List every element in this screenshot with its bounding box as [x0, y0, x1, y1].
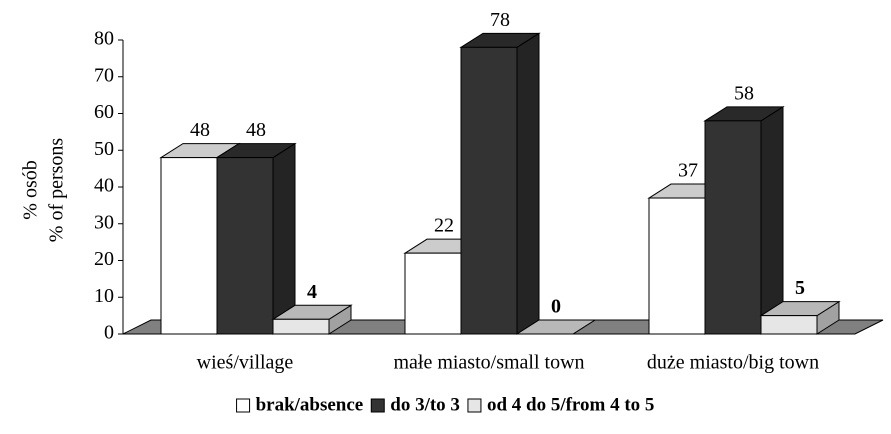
x-tick-label: duże miasto/big town	[647, 352, 819, 374]
bar-front	[216, 157, 274, 335]
y-axis-title-line: % of persons	[46, 138, 68, 243]
legend-label: od 4 do 5/from 4 to 5	[487, 394, 654, 415]
y-tick-label: 70	[94, 64, 114, 86]
data-label: 58	[734, 82, 754, 104]
x-tick-label: małe miasto/small town	[393, 352, 584, 374]
data-label: 5	[795, 277, 805, 299]
bar-front	[460, 46, 518, 335]
bar-front	[160, 157, 218, 335]
bar	[459, 32, 541, 335]
bar-side	[516, 32, 540, 335]
y-tick-label: 0	[104, 322, 114, 344]
bar	[271, 304, 353, 335]
legend-swatch	[236, 398, 251, 413]
y-tick-label: 80	[94, 28, 114, 50]
bar-side	[760, 105, 784, 335]
y-tick-label: 40	[94, 175, 114, 197]
bar-side	[272, 142, 296, 335]
bar	[759, 300, 841, 335]
y-tick-label: 10	[94, 285, 114, 307]
y-tick-label: 60	[94, 101, 114, 123]
x-tick-label: wieś/village	[197, 352, 294, 374]
legend-label: do 3/to 3	[390, 394, 460, 415]
y-tick-label: 50	[94, 138, 114, 160]
bar	[215, 142, 297, 335]
bar	[515, 319, 597, 335]
data-label: 48	[246, 119, 266, 141]
bar-front	[760, 315, 818, 335]
legend-swatch	[467, 398, 482, 413]
bar	[703, 105, 785, 335]
y-tick-label: 30	[94, 211, 114, 233]
data-label: 48	[190, 119, 210, 141]
legend-swatch	[370, 398, 385, 413]
y-axis-title-line: % osób	[20, 160, 42, 219]
data-label: 78	[490, 9, 510, 31]
bar-front	[272, 318, 330, 335]
bar-front	[648, 197, 706, 335]
data-label: 37	[678, 160, 698, 182]
bar-front	[704, 120, 762, 335]
data-label: 4	[307, 281, 317, 303]
bar-front	[404, 252, 462, 335]
bar-top	[515, 319, 597, 335]
data-label: 22	[434, 215, 454, 237]
legend-label: brak/absence	[256, 394, 364, 415]
legend: brak/absence do 3/to 3 od 4 do 5/from 4 to…	[236, 394, 654, 415]
y-axis-title: % osób % of persons	[20, 138, 68, 243]
data-label: 0	[551, 296, 561, 318]
y-tick-label: 20	[94, 248, 114, 270]
